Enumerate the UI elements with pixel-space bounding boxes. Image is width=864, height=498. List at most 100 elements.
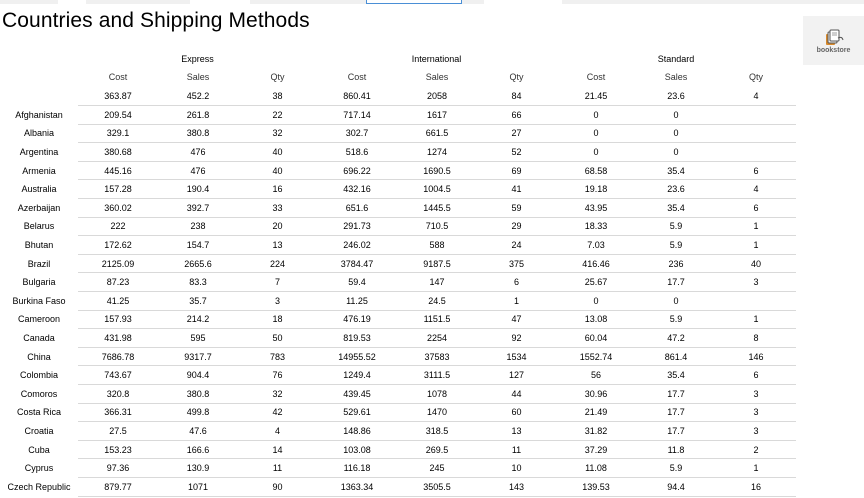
value-cell: 60 bbox=[477, 403, 556, 423]
value-cell: 35.4 bbox=[636, 198, 716, 218]
value-cell: 37583 bbox=[397, 347, 477, 367]
bookstore-logo[interactable]: bookstore bbox=[803, 16, 864, 65]
value-cell: 366.31 bbox=[78, 403, 158, 423]
country-cell: Brazil bbox=[27, 258, 51, 269]
value-cell: 17.7 bbox=[636, 421, 716, 441]
total-cell: 21.45 bbox=[556, 87, 636, 107]
column-header: Cost bbox=[108, 72, 128, 82]
value-cell: 432.16 bbox=[317, 179, 397, 200]
table-row: Argentina 380.68 476 40 518.6 1274 52 0 0 bbox=[0, 142, 796, 162]
value-cell: 18 bbox=[238, 310, 317, 330]
value-cell: 245 bbox=[397, 458, 477, 478]
value-cell: 13 bbox=[238, 235, 317, 255]
value-cell: 3 bbox=[716, 403, 796, 423]
value-cell: 147 bbox=[397, 272, 477, 293]
country-cell: Argentina bbox=[19, 147, 59, 158]
value-cell: 392.7 bbox=[158, 198, 238, 218]
value-cell: 14 bbox=[238, 440, 317, 460]
top-tab-active[interactable] bbox=[366, 0, 462, 4]
country-cell: Bhutan bbox=[24, 240, 54, 251]
value-cell: 19.18 bbox=[556, 179, 636, 200]
value-cell: 0 bbox=[636, 291, 716, 311]
value-cell: 127 bbox=[477, 365, 556, 385]
value-cell bbox=[716, 105, 796, 125]
column-header: Cost bbox=[347, 72, 367, 82]
value-cell: 17.7 bbox=[636, 272, 716, 293]
value-cell: 30.96 bbox=[556, 384, 636, 404]
value-cell: 476 bbox=[158, 142, 238, 162]
value-cell: 5.9 bbox=[636, 217, 716, 237]
country-cell: Czech Republic bbox=[7, 481, 71, 492]
value-cell: 40 bbox=[238, 161, 317, 181]
total-cell: 363.87 bbox=[78, 87, 158, 107]
table-row: Azerbaijan 360.02 392.7 33 651.6 1445.5 59 43.9… bbox=[0, 198, 796, 218]
value-cell: 710.5 bbox=[397, 217, 477, 237]
value-cell: 42 bbox=[238, 403, 317, 423]
value-cell: 18.33 bbox=[556, 217, 636, 237]
column-header: Qty bbox=[509, 72, 524, 82]
value-cell bbox=[716, 291, 796, 311]
value-cell: 35.7 bbox=[158, 291, 238, 311]
value-cell: 37.29 bbox=[556, 440, 636, 460]
value-cell: 87.23 bbox=[78, 272, 158, 293]
value-cell: 6 bbox=[716, 365, 796, 385]
value-cell: 16 bbox=[716, 477, 796, 497]
table-row: Czech Republic 879.77 1071 90 1363.34 3505.5 1… bbox=[0, 477, 796, 497]
top-tab[interactable] bbox=[484, 0, 562, 4]
value-cell: 24 bbox=[477, 235, 556, 255]
value-cell: 5.9 bbox=[636, 458, 716, 478]
value-cell: 139.53 bbox=[556, 477, 636, 497]
value-cell: 1363.34 bbox=[317, 477, 397, 497]
total-cell: 23.6 bbox=[636, 87, 716, 107]
value-cell: 13.08 bbox=[556, 310, 636, 330]
value-cell: 2125.09 bbox=[78, 254, 158, 274]
value-cell: 329.1 bbox=[78, 124, 158, 144]
value-cell: 0 bbox=[556, 105, 636, 125]
value-cell: 238 bbox=[158, 217, 238, 237]
value-cell: 236 bbox=[636, 254, 716, 274]
value-cell: 302.7 bbox=[317, 124, 397, 144]
value-cell: 1445.5 bbox=[397, 198, 477, 218]
corner-cell bbox=[0, 67, 78, 87]
table-row: Costa Rica 366.31 499.8 42 529.61 1470 60 21.49… bbox=[0, 403, 796, 423]
total-label-cell bbox=[0, 87, 78, 106]
value-cell: 1151.5 bbox=[397, 310, 477, 330]
value-cell: 7.03 bbox=[556, 235, 636, 255]
value-cell: 29 bbox=[477, 217, 556, 237]
value-cell: 69 bbox=[477, 161, 556, 181]
top-tab[interactable] bbox=[58, 0, 86, 4]
value-cell: 380.8 bbox=[158, 384, 238, 404]
value-cell: 157.93 bbox=[78, 310, 158, 330]
value-cell: 783 bbox=[238, 347, 317, 367]
value-cell: 116.18 bbox=[317, 458, 397, 478]
value-cell: 22 bbox=[238, 105, 317, 125]
value-cell: 47.2 bbox=[636, 328, 716, 348]
value-cell: 4 bbox=[238, 421, 317, 441]
shipping-table: Express International Standard Cost Sale… bbox=[0, 50, 796, 497]
value-cell: 1071 bbox=[158, 477, 238, 497]
value-cell: 130.9 bbox=[158, 458, 238, 478]
table-row: Burkina Faso 41.25 35.7 3 11.25 24.5 1 0 0 bbox=[0, 291, 796, 311]
value-cell: 380.8 bbox=[158, 124, 238, 144]
corner-cell bbox=[0, 50, 78, 67]
country-cell: Costa Rica bbox=[16, 407, 61, 418]
bookstore-logo-icon bbox=[825, 29, 843, 45]
value-cell: 103.08 bbox=[317, 440, 397, 460]
value-cell: 172.62 bbox=[78, 235, 158, 255]
country-cell: Azerbaijan bbox=[17, 202, 61, 213]
value-cell: 17.7 bbox=[636, 384, 716, 404]
table-row: Bhutan 172.62 154.7 13 246.02 588 24 7.03 5.9 1 bbox=[0, 235, 796, 255]
value-cell: 861.4 bbox=[636, 347, 716, 367]
value-cell: 40 bbox=[716, 254, 796, 274]
table-row: Afghanistan 209.54 261.8 22 717.14 1617 66 0 0 bbox=[0, 105, 796, 125]
value-cell: 3 bbox=[716, 384, 796, 404]
top-tab[interactable] bbox=[190, 0, 250, 4]
total-cell: 84 bbox=[477, 87, 556, 107]
value-cell: 11.08 bbox=[556, 458, 636, 478]
value-cell: 1534 bbox=[477, 347, 556, 367]
value-cell: 60.04 bbox=[556, 328, 636, 348]
column-header-row: Cost Sales Qty Cost Sales Qty Cost Sales… bbox=[0, 67, 796, 87]
table-row: Bulgaria 87.23 83.3 7 59.4 147 6 25.67 17.7 3 bbox=[0, 272, 796, 293]
value-cell: 20 bbox=[238, 217, 317, 237]
value-cell: 41.25 bbox=[78, 291, 158, 311]
